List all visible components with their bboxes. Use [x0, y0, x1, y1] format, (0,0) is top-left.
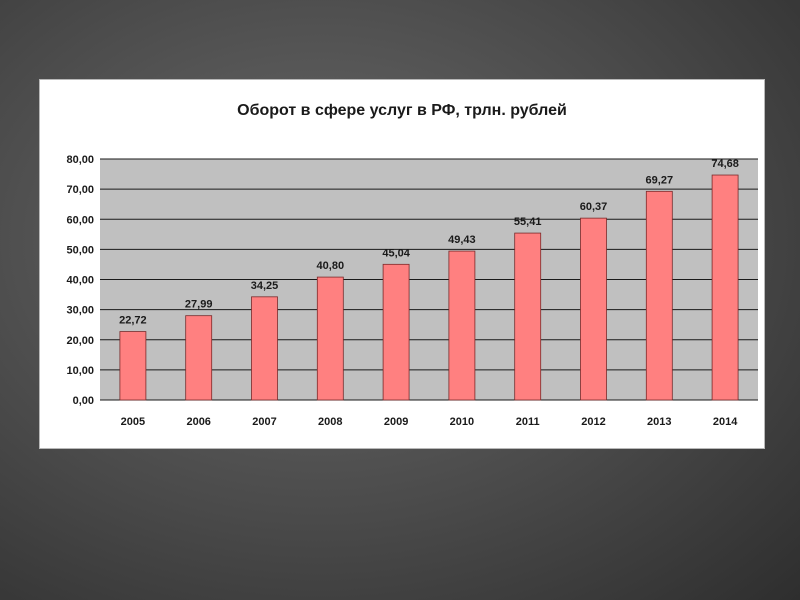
x-tick-label-2011: 2011 — [516, 416, 540, 428]
y-tick-label: 50,00 — [66, 244, 94, 256]
data-label-2009: 45,04 — [382, 247, 410, 259]
data-labels: 22,72 27,99 34,25 40,80 45,04 49,43 55,41 60,37… — [119, 158, 739, 327]
x-axis-ticks: 2005 2006 2007 2008 2009 2010 2011 2012 2013 2014 — [121, 416, 739, 428]
y-tick-label: 60,00 — [66, 214, 94, 226]
bar-2013 — [645, 190, 673, 401]
x-tick-label-2009: 2009 — [384, 416, 408, 428]
bar-2012 — [580, 217, 607, 401]
data-label-2007: 34,25 — [251, 280, 279, 292]
y-tick-label: 10,00 — [66, 365, 94, 377]
x-tick-label-2013: 2013 — [647, 416, 671, 428]
data-label-2008: 40,80 — [317, 260, 345, 272]
y-axis-ticks: 0,00 10,00 20,00 30,00 40,00 50,00 60,00 70,00 8… — [66, 154, 94, 407]
x-tick-label-2010: 2010 — [450, 416, 474, 428]
y-tick-label: 0,00 — [73, 395, 94, 407]
data-label-2006: 27,99 — [185, 299, 213, 311]
y-tick-label: 80,00 — [66, 154, 94, 166]
bar-2014 — [711, 174, 739, 401]
data-label-2011: 55,41 — [514, 216, 542, 228]
x-tick-label-2012: 2012 — [581, 416, 605, 428]
bar-2010 — [448, 250, 476, 401]
data-label-2013: 69,27 — [646, 174, 674, 186]
chart-svg: 22,72 27,99 34,25 40,80 45,04 49,43 55,41 60,37… — [66, 154, 758, 428]
bar-2007 — [251, 296, 278, 401]
x-tick-label-2005: 2005 — [121, 416, 145, 428]
y-tick-label: 30,00 — [66, 305, 94, 317]
y-tick-label: 40,00 — [66, 275, 94, 287]
chart-frame: Оборот в сфере услуг в РФ, трлн. рублей … — [40, 80, 764, 448]
bar-2008 — [316, 276, 344, 401]
y-tick-label: 20,00 — [66, 335, 94, 347]
bar-2005 — [119, 331, 147, 401]
chart-title: Оборот в сфере услуг в РФ, трлн. рублей — [237, 102, 567, 119]
x-tick-label-2008: 2008 — [318, 416, 342, 428]
y-tick-label: 70,00 — [66, 184, 94, 196]
data-label-2005: 22,72 — [119, 315, 147, 327]
bar-2009 — [382, 263, 410, 401]
x-tick-label-2007: 2007 — [252, 416, 276, 428]
x-tick-label-2006: 2006 — [186, 416, 210, 428]
data-label-2012: 60,37 — [580, 201, 608, 213]
data-label-2010: 49,43 — [448, 234, 476, 246]
data-label-2014: 74,68 — [711, 158, 739, 170]
bar-2006 — [185, 315, 213, 401]
x-tick-label-2014: 2014 — [713, 416, 738, 428]
bars — [119, 174, 739, 401]
bar-2011 — [514, 232, 542, 401]
